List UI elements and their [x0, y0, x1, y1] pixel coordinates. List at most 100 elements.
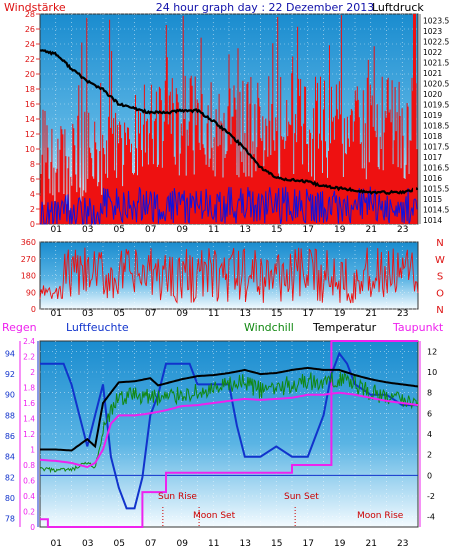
regen-axis-tick: 1.6: [23, 399, 35, 408]
windchill-line: [39, 371, 419, 474]
hour-tick-p3-13: 13: [240, 539, 251, 549]
temperature-axis-tick: 2: [427, 451, 432, 460]
hour-tick-p1-17: 17: [303, 225, 314, 235]
humidity-axis-tick: 90: [5, 391, 15, 400]
regen-axis-tick: 2: [30, 368, 35, 377]
hour-tick-p2-13: 13: [240, 309, 251, 319]
pressure-axis-tick: 1015: [423, 195, 442, 204]
hour-tick-p1-21: 21: [366, 225, 377, 235]
pressure-axis-tick: 1014: [423, 216, 442, 225]
legend-temperatur: Temperatur: [312, 321, 377, 334]
hour-tick-p3-07: 07: [145, 539, 156, 549]
wind-axis-tick: 12: [25, 130, 35, 139]
temperature-axis-tick: 4: [427, 430, 432, 439]
wind-axis-tick: 20: [25, 70, 35, 79]
hour-tick-p1-11: 11: [208, 225, 219, 235]
pressure-axis-tick: 1019: [423, 111, 442, 120]
pressure-axis-tick: 1016.5: [423, 163, 449, 172]
axes-layer: 01 03 05 07 09 11 13 15 17 19 21 23 01 03 05 07 09 11 13 15…: [5, 10, 450, 549]
humidity-axis-tick: 86: [5, 432, 15, 441]
hour-tick-p2-01: 01: [51, 309, 62, 319]
hour-tick-p1-05: 05: [114, 225, 125, 235]
direction-axis-tick: 180: [21, 272, 36, 281]
hour-tick-p3-19: 19: [334, 539, 346, 549]
hour-tick-p1-03: 03: [82, 225, 93, 235]
temperature-axis-tick: 10: [427, 368, 437, 377]
header-left: Windstärke: [4, 1, 66, 14]
humidity-axis-tick: 88: [5, 411, 15, 420]
temperature-line: [40, 366, 419, 452]
hour-tick-p1-13: 13: [240, 225, 251, 235]
legend-regen: Regen: [2, 321, 37, 334]
annotation-sun-set: Sun Set: [284, 492, 319, 502]
pressure-axis-tick: 1023.5: [423, 16, 449, 25]
pressure-axis-tick: 1021: [423, 69, 442, 78]
direction-axis-tick: 0: [31, 305, 36, 314]
hour-tick-p1-09: 09: [177, 225, 189, 235]
pressure-axis-tick: 1017.5: [423, 142, 449, 151]
hour-tick-p3-11: 11: [208, 539, 219, 549]
pressure-axis-tick: 1018.5: [423, 121, 449, 130]
wind-axis-tick: 26: [25, 25, 35, 34]
hour-tick-p2-17: 17: [303, 309, 314, 319]
humidity-axis-tick: 94: [5, 349, 15, 358]
direction-axis-tick: 90: [26, 288, 36, 297]
regen-axis-tick: 0.6: [23, 477, 35, 486]
hour-tick-p2-09: 09: [177, 309, 189, 319]
annotation-moon-set: Moon Set: [193, 511, 236, 521]
hour-tick-p3-15: 15: [271, 539, 282, 549]
direction-label-1: W: [435, 255, 445, 266]
pressure-axis-tick: 1017: [423, 153, 442, 162]
hour-tick-p3-03: 03: [82, 539, 93, 549]
legend-luftfeuchte: Luftfeuchte: [66, 321, 129, 334]
hour-tick-p3-05: 05: [114, 539, 125, 549]
annotation-sun-rise: Sun Rise: [158, 492, 197, 502]
regen-axis-tick: 2.2: [23, 353, 35, 362]
hour-tick-p3-01: 01: [51, 539, 62, 549]
regen-axis-tick: 1.2: [23, 430, 35, 439]
wind-axis-tick: 24: [25, 40, 35, 49]
wind-axis-tick: 4: [30, 190, 35, 199]
hour-tick-p1-01: 01: [51, 225, 62, 235]
wind-axis-tick: 0: [30, 220, 35, 229]
hour-tick-p2-15: 15: [271, 309, 282, 319]
wind-axis-tick: 8: [30, 160, 35, 169]
pressure-axis-tick: 1019.5: [423, 100, 449, 109]
hour-tick-p1-23: 23: [397, 225, 408, 235]
hour-tick-p2-05: 05: [114, 309, 125, 319]
wind-axis-tick: 2: [30, 205, 35, 214]
wind-low-line: [40, 186, 418, 226]
hour-tick-p3-23: 23: [397, 539, 408, 549]
direction-label-2: S: [437, 272, 443, 283]
regen-axis-tick: 2.4: [23, 337, 35, 346]
regen-axis-tick: 0.8: [23, 461, 35, 470]
direction-axis-tick: 360: [21, 238, 36, 247]
pressure-axis-tick: 1016: [423, 174, 442, 183]
wind-direction-line: [39, 247, 419, 304]
temperature-axis-tick: -2: [427, 492, 435, 501]
direction-axis-tick: 270: [21, 255, 36, 264]
series-layer: [39, 14, 419, 528]
regen-axis-tick: 1.8: [23, 384, 35, 393]
pressure-axis-tick: 1015.5: [423, 184, 449, 193]
pressure-axis-tick: 1021.5: [423, 58, 449, 67]
wind-axis-tick: 14: [25, 115, 35, 124]
wind-axis-tick: 28: [25, 10, 35, 19]
header-right: Luftdruck: [372, 1, 424, 14]
legend-windchill: Windchill: [244, 321, 294, 334]
temperature-axis-tick: 8: [427, 389, 432, 398]
header-center: 24 hour graph day : 22 Dezember 2013: [156, 1, 375, 14]
hour-tick-p2-23: 23: [397, 309, 408, 319]
rain-line: [40, 340, 418, 528]
hour-tick-p1-15: 15: [271, 225, 282, 235]
temperature-axis-tick: 6: [427, 409, 432, 418]
hour-tick-p1-07: 07: [145, 225, 156, 235]
direction-label-3: O: [436, 288, 444, 299]
hour-tick-p2-11: 11: [208, 309, 219, 319]
hour-tick-p2-07: 07: [145, 309, 156, 319]
wind-axis-tick: 18: [25, 85, 35, 94]
pressure-axis-tick: 1022.5: [423, 37, 449, 46]
pressure-axis-tick: 1020: [423, 90, 442, 99]
hour-tick-p3-09: 09: [177, 539, 189, 549]
